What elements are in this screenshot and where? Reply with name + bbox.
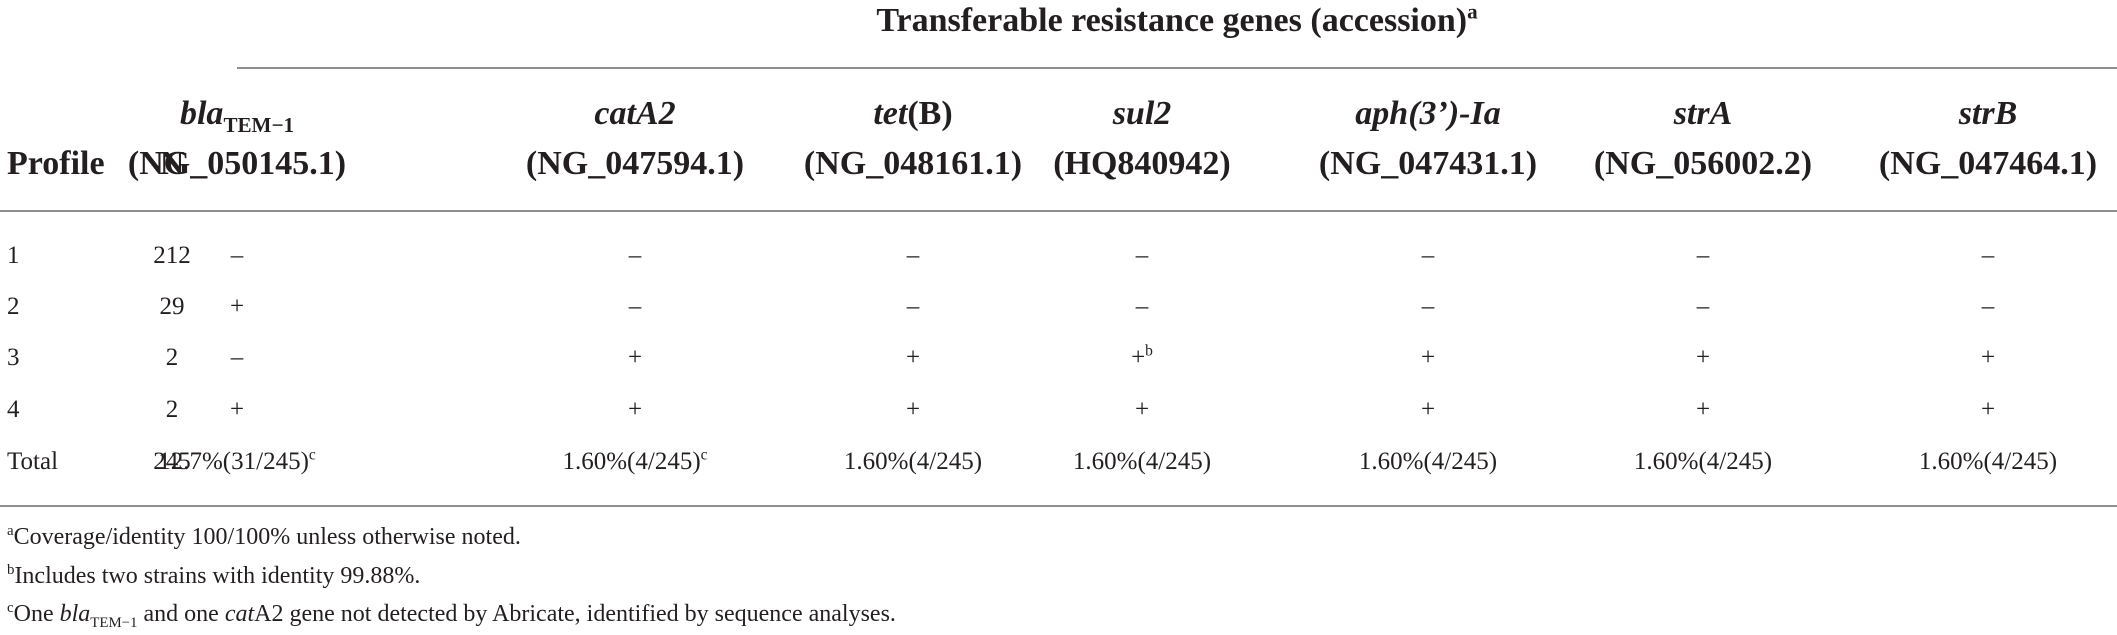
gene-value-cell: 1.60%(4/245) bbox=[1633, 448, 1773, 475]
n-header: N bbox=[159, 145, 185, 182]
gene-value-cell: – bbox=[906, 293, 920, 320]
gene-value-cell: + bbox=[229, 396, 245, 423]
n-cell: 245 bbox=[153, 448, 191, 475]
gene-value-cell: + bbox=[1420, 344, 1436, 371]
profile-cell: Total bbox=[7, 448, 59, 475]
gene-name-header: strA bbox=[1673, 95, 1733, 132]
profile-cell: 1 bbox=[7, 242, 20, 269]
gene-value-cell: 1.60%(4/245) bbox=[1918, 448, 2058, 475]
gene-name-header: tet(B) bbox=[873, 95, 953, 132]
gene-value-cell: +b bbox=[1131, 342, 1153, 371]
n-cell: 2 bbox=[165, 344, 179, 371]
gene-value-cell: 1.60%(4/245) bbox=[1358, 448, 1498, 475]
n-cell: 2 bbox=[165, 396, 179, 423]
gene-value-cell: + bbox=[1420, 396, 1436, 423]
gene-name-header: strB bbox=[1958, 95, 2018, 132]
profile-cell: 2 bbox=[7, 293, 20, 320]
accession-header: (NG_047431.1) bbox=[1318, 145, 1538, 182]
gene-value-cell: – bbox=[1696, 242, 1710, 269]
accession-header: (NG_050145.1) bbox=[127, 145, 347, 182]
gene-value-cell: + bbox=[627, 344, 643, 371]
gene-value-cell: – bbox=[628, 293, 642, 320]
gene-value-cell: + bbox=[1695, 396, 1711, 423]
gene-value-cell: 1.60%(4/245)c bbox=[562, 446, 708, 475]
accession-header: (NG_048161.1) bbox=[803, 145, 1023, 182]
profile-header: Profile bbox=[7, 145, 105, 182]
gene-value-cell: – bbox=[1135, 242, 1149, 269]
gene-value-cell: 1.60%(4/245) bbox=[1072, 448, 1212, 475]
gene-value-cell: – bbox=[1421, 242, 1435, 269]
footnote-b: bIncludes two strains with identity 99.8… bbox=[7, 562, 421, 589]
spanner-rule bbox=[237, 67, 2117, 69]
accession-header: (HQ840942) bbox=[1053, 145, 1231, 182]
gene-value-cell: – bbox=[1981, 242, 1995, 269]
gene-value-cell: + bbox=[905, 396, 921, 423]
footnote-a: aCoverage/identity 100/100% unless other… bbox=[7, 523, 521, 550]
gene-value-cell: + bbox=[1980, 396, 1996, 423]
gene-value-cell: – bbox=[1696, 293, 1710, 320]
header-rule bbox=[0, 210, 2117, 212]
gene-value-cell: + bbox=[1695, 344, 1711, 371]
gene-name-header: sul2 bbox=[1112, 95, 1172, 132]
gene-value-cell: – bbox=[230, 242, 244, 269]
n-cell: 29 bbox=[159, 293, 185, 320]
accession-header: (NG_056002.2) bbox=[1593, 145, 1813, 182]
gene-name-header: blaTEM−1 bbox=[179, 95, 294, 137]
n-cell: 212 bbox=[153, 242, 191, 269]
gene-value-cell: – bbox=[628, 242, 642, 269]
gene-value-cell: + bbox=[905, 344, 921, 371]
gene-value-cell: + bbox=[229, 293, 245, 320]
gene-value-cell: 12.7%(31/245)c bbox=[158, 446, 316, 475]
accession-header: (NG_047464.1) bbox=[1878, 145, 2098, 182]
bottom-rule bbox=[0, 505, 2117, 507]
gene-value-cell: – bbox=[906, 242, 920, 269]
gene-value-cell: + bbox=[627, 396, 643, 423]
profile-cell: 4 bbox=[7, 396, 20, 423]
spanner-header: Transferable resistance genes (accession… bbox=[876, 0, 1478, 39]
gene-name-header: catA2 bbox=[594, 95, 676, 132]
accession-header: (NG_047594.1) bbox=[525, 145, 745, 182]
gene-value-cell: + bbox=[1134, 396, 1150, 423]
gene-value-cell: – bbox=[230, 344, 244, 371]
gene-value-cell: – bbox=[1981, 293, 1995, 320]
footnote-c: cOne blaTEM−1 and one catA2 gene not det… bbox=[7, 600, 896, 631]
gene-value-cell: + bbox=[1980, 344, 1996, 371]
gene-name-header: aph(3’)-Ia bbox=[1355, 95, 1501, 132]
profile-cell: 3 bbox=[7, 344, 20, 371]
gene-value-cell: 1.60%(4/245) bbox=[843, 448, 983, 475]
gene-value-cell: – bbox=[1421, 293, 1435, 320]
gene-value-cell: – bbox=[1135, 293, 1149, 320]
